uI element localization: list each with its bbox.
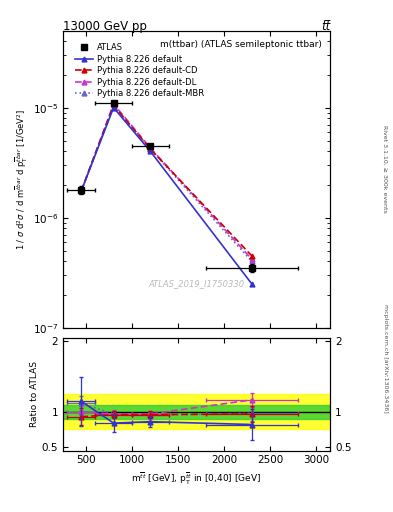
Legend: ATLAS, Pythia 8.226 default, Pythia 8.226 default-CD, Pythia 8.226 default-DL, P: ATLAS, Pythia 8.226 default, Pythia 8.22…: [72, 41, 206, 101]
Bar: [63, 394, 330, 430]
Y-axis label: 1 / $\sigma$ d$^2\sigma$ / d m$^{\overline{t}bar}$ d p$_{\rm T}^{\overline{t}bar: 1 / $\sigma$ d$^2\sigma$ / d m$^{\overli…: [13, 109, 30, 250]
Bar: [63, 405, 330, 419]
X-axis label: m$^{\overline{t}t}$ [GeV], p$_{\rm T}^{\overline{t}t}$ in [0,40] [GeV]: m$^{\overline{t}t}$ [GeV], p$_{\rm T}^{\…: [132, 471, 261, 487]
Text: 13000 GeV pp: 13000 GeV pp: [63, 20, 147, 33]
Text: m(ttbar) (ATLAS semileptonic ttbar): m(ttbar) (ATLAS semileptonic ttbar): [160, 39, 322, 49]
Text: ATLAS_2019_I1750330: ATLAS_2019_I1750330: [149, 279, 244, 288]
Text: Rivet 3.1.10, ≥ 300k events: Rivet 3.1.10, ≥ 300k events: [383, 125, 387, 213]
Text: tt̅: tt̅: [321, 20, 330, 33]
Text: mcplots.cern.ch [arXiv:1306.3436]: mcplots.cern.ch [arXiv:1306.3436]: [383, 304, 387, 413]
Y-axis label: Ratio to ATLAS: Ratio to ATLAS: [30, 361, 39, 427]
